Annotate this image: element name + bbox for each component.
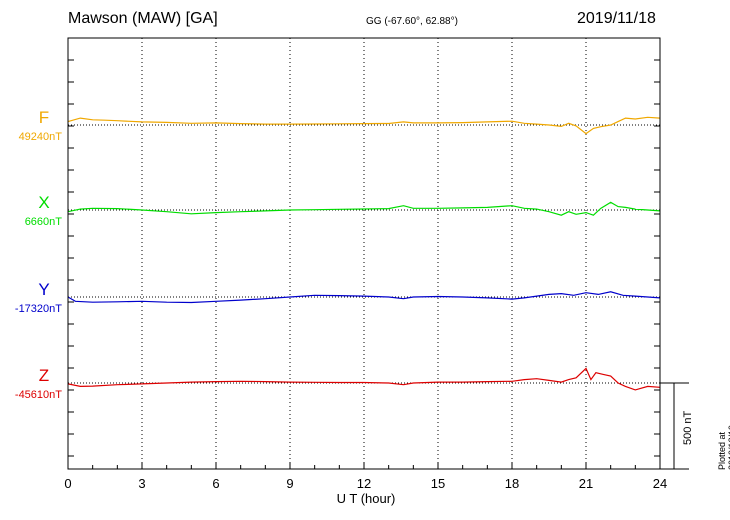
series-line-y xyxy=(67,291,661,304)
x-tick-label-15: 15 xyxy=(430,476,446,491)
component-name-y: Y xyxy=(38,280,50,299)
plotted-timestamp: Plotted at 2019/12/19 01:54 UT xyxy=(717,424,730,470)
series-line-x xyxy=(67,201,661,216)
geo-coordinates: GG (-67.60°, 62.88°) xyxy=(366,16,458,27)
x-tick-label-24: 24 xyxy=(652,476,668,491)
scale-bar-label: 500 nT xyxy=(682,410,694,445)
x-tick-label-6: 6 xyxy=(212,476,220,491)
component-baseline-x: 6660nT xyxy=(24,216,62,228)
station-title: Mawson (MAW) [GA] xyxy=(68,10,218,27)
x-tick-label-12: 12 xyxy=(356,476,372,491)
x-tick-label-21: 21 xyxy=(578,476,594,491)
plot-date: 2019/11/18 xyxy=(577,10,656,27)
x-axis-label: U T (hour) xyxy=(336,491,396,506)
component-baseline-y: -17320nT xyxy=(14,303,62,315)
component-baseline-f: 49240nT xyxy=(18,131,62,143)
x-tick-label-18: 18 xyxy=(504,476,520,491)
component-baseline-z: -45610nT xyxy=(14,389,62,401)
component-name-z: Z xyxy=(38,366,50,385)
x-tick-label-3: 3 xyxy=(138,476,146,491)
component-name-f: F xyxy=(38,108,50,127)
component-name-x: X xyxy=(38,193,50,212)
series-line-z xyxy=(67,367,661,391)
x-tick-label-9: 9 xyxy=(286,476,294,491)
x-tick-label-0: 0 xyxy=(64,476,72,491)
series-line-f xyxy=(67,116,661,135)
